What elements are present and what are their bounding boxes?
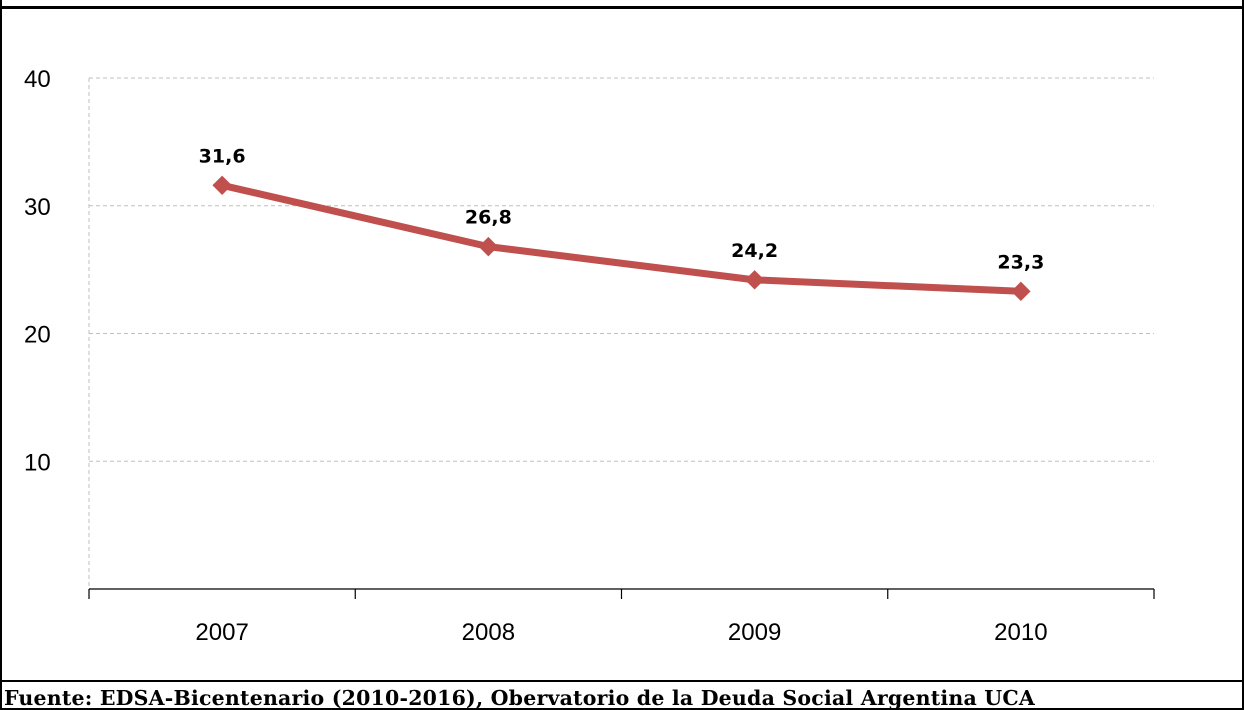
x-tick-label: 2010 (994, 619, 1047, 646)
data-label: 26,8 (465, 207, 512, 229)
data-labels: 31,6 26,8 24,2 23,3 (199, 145, 1045, 273)
source-bar: Fuente: EDSA-Bicentenario (2010-2016), O… (2, 680, 1244, 710)
y-tick-label: 40 (24, 66, 51, 93)
x-tick-label: 2007 (195, 619, 248, 646)
data-point-marker (478, 236, 499, 257)
data-label: 31,6 (199, 145, 246, 167)
data-point-marker (212, 175, 232, 196)
series (212, 175, 1031, 302)
x-tick-label: 2009 (728, 619, 781, 646)
axes (88, 78, 1155, 599)
y-tick-labels: 40 30 20 10 (24, 66, 51, 476)
top-rule (2, 6, 1244, 9)
data-point-marker (744, 270, 765, 290)
y-tick-label: 10 (24, 449, 51, 476)
x-tick-label: 2008 (462, 619, 515, 646)
data-point-marker (1011, 281, 1031, 302)
series-line (218, 181, 1025, 295)
data-label: 23,3 (997, 251, 1044, 273)
y-tick-label: 30 (24, 194, 51, 221)
data-label: 24,2 (731, 240, 778, 262)
x-tick-labels: 2007 2008 2009 2010 (195, 619, 1047, 646)
source-note: Fuente: EDSA-Bicentenario (2010-2016), O… (4, 686, 1036, 710)
grid-lines (89, 77, 1154, 462)
y-tick-label: 20 (24, 322, 51, 349)
